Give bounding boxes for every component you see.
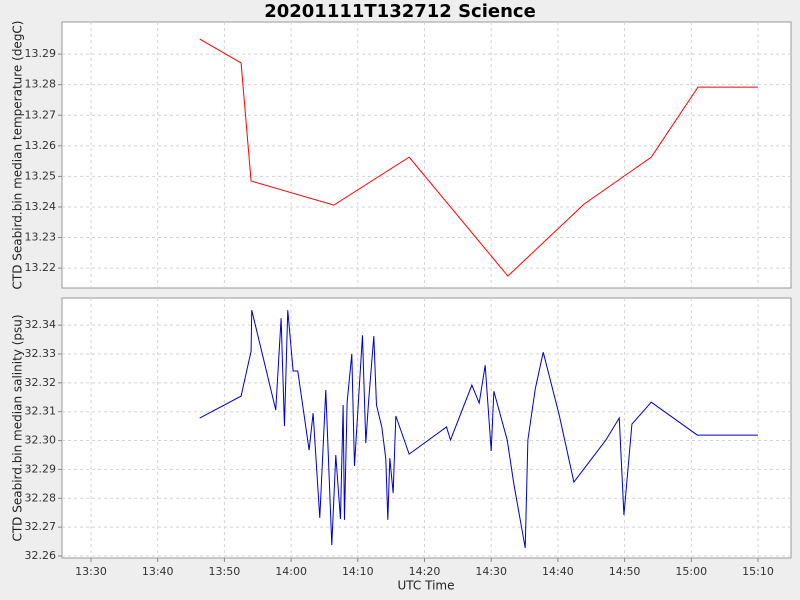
y-tick-label: 32.26 xyxy=(25,549,57,562)
y-axis-label: CTD Seabird.bin median salinity (psu) xyxy=(11,314,25,541)
chart-title: 20201111T132712 Science xyxy=(264,1,536,22)
data-line xyxy=(199,38,758,277)
x-axis-label: UTC Time xyxy=(398,579,455,593)
y-tick-label: 32.27 xyxy=(25,520,57,533)
y-tick-label: 13.23 xyxy=(25,231,57,244)
plot-area xyxy=(61,21,792,289)
y-tick-label: 13.26 xyxy=(25,139,57,152)
x-tick-label: 14:50 xyxy=(609,565,641,578)
y-tick-label: 32.29 xyxy=(25,462,57,475)
x-tick-label: 14:40 xyxy=(542,565,574,578)
y-tick-label: 32.34 xyxy=(25,318,57,331)
y-tick-label: 32.31 xyxy=(25,405,57,418)
y-axis-label: CTD Seabird.bin median temperature (degC… xyxy=(11,21,25,290)
y-tick-label: 13.22 xyxy=(25,261,57,274)
data-line xyxy=(199,310,758,548)
x-tick-label: 13:40 xyxy=(142,565,174,578)
y-tick-label: 13.28 xyxy=(25,78,57,91)
x-tick-label: 14:10 xyxy=(342,565,374,578)
x-tick-label: 13:30 xyxy=(75,565,107,578)
y-tick-label: 13.24 xyxy=(25,200,57,213)
x-tick-label: 14:30 xyxy=(475,565,507,578)
y-tick-label: 13.27 xyxy=(25,108,57,121)
x-tick-label: 14:20 xyxy=(409,565,441,578)
y-tick-label: 32.32 xyxy=(25,376,57,389)
x-tick-label: 13:50 xyxy=(209,565,241,578)
y-tick-label: 32.33 xyxy=(25,347,57,360)
x-tick-label: 14:00 xyxy=(275,565,307,578)
y-tick-label: 13.29 xyxy=(25,47,57,60)
x-tick-label: 15:10 xyxy=(742,565,774,578)
plot-area xyxy=(61,297,792,559)
x-tick-label: 15:00 xyxy=(675,565,707,578)
y-tick-label: 13.25 xyxy=(25,169,57,182)
y-tick-label: 32.28 xyxy=(25,491,57,504)
y-tick-label: 32.30 xyxy=(25,434,57,447)
